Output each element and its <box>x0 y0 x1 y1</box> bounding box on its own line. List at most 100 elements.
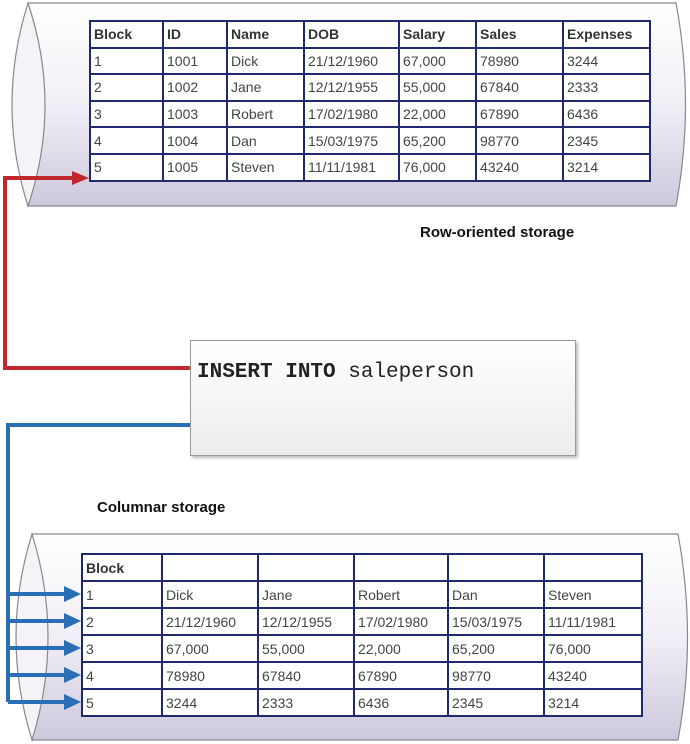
table-cell: 22,000 <box>353 634 449 663</box>
table-cell: 11/11/1981 <box>543 607 643 636</box>
table-cell: 3214 <box>562 152 651 182</box>
header-row: Block ID Name DOB Salary Sales Expenses <box>89 20 651 49</box>
table-cell: 3244 <box>562 46 651 76</box>
row-storage-table: Block ID Name DOB Salary Sales Expenses 1 1001 Di… <box>89 20 651 182</box>
header-row: Block <box>81 553 643 582</box>
table-cell: 4 <box>81 661 163 690</box>
table-cell: 65,200 <box>447 634 545 663</box>
header-cell <box>161 553 259 582</box>
table-cell: Steven <box>543 580 643 609</box>
header-cell: Salary <box>398 20 477 49</box>
table-cell: 55,000 <box>257 634 355 663</box>
table-cell: 3 <box>81 634 163 663</box>
table-cell: Dan <box>226 126 305 155</box>
table-cell: Dick <box>161 580 259 609</box>
header-cell <box>353 553 449 582</box>
table-cell: Jane <box>257 580 355 609</box>
table-cell: 3214 <box>543 688 643 717</box>
table-cell: 67,000 <box>398 46 477 76</box>
table-cell: 67890 <box>353 661 449 690</box>
table-cell: 1 <box>89 46 164 76</box>
table-cell: 67890 <box>475 99 564 129</box>
header-cell: Sales <box>475 20 564 49</box>
table-cell: 76,000 <box>398 152 477 182</box>
table-cell: 3 <box>89 99 164 129</box>
table-cell: 3244 <box>161 688 259 717</box>
table-cell: 98770 <box>447 661 545 690</box>
table-cell: 11/11/1981 <box>303 152 400 182</box>
sql-statement-box: INSERT INTO saleperson <box>190 340 576 456</box>
table-cell: 2 <box>89 73 164 102</box>
table-cell: 5 <box>81 688 163 717</box>
table-row: 5 3244 2333 6436 2345 3214 <box>81 688 643 717</box>
table-cell: 1002 <box>162 73 228 102</box>
table-row: 1 Dick Jane Robert Dan Steven <box>81 580 643 609</box>
table-cell: Jane <box>226 73 305 102</box>
table-cell: 1004 <box>162 126 228 155</box>
table-row: 2 1002 Jane 12/12/1955 55,000 67840 2333 <box>89 73 651 102</box>
table-cell: 67840 <box>475 73 564 102</box>
table-cell: 15/03/1975 <box>303 126 400 155</box>
table-cell: 15/03/1975 <box>447 607 545 636</box>
table-cell: 21/12/1960 <box>161 607 259 636</box>
table-cell: 6436 <box>562 99 651 129</box>
header-cell <box>447 553 545 582</box>
table-row: 4 78980 67840 67890 98770 43240 <box>81 661 643 690</box>
header-cell: Name <box>226 20 305 49</box>
column-storage-table: Block 1 Dick Jane Robert Dan Steven 2 21/12/1960… <box>81 553 643 717</box>
header-cell <box>257 553 355 582</box>
header-cell: DOB <box>303 20 400 49</box>
table-cell: 5 <box>89 152 164 182</box>
header-cell: ID <box>162 20 228 49</box>
header-cell <box>543 553 643 582</box>
table-cell: Robert <box>226 99 305 129</box>
header-cell: Block <box>81 553 163 582</box>
table-cell: 2 <box>81 607 163 636</box>
table-cell: 67,000 <box>161 634 259 663</box>
table-cell: 1001 <box>162 46 228 76</box>
table-cell: Robert <box>353 580 449 609</box>
table-cell: 2345 <box>562 126 651 155</box>
table-cell: 2345 <box>447 688 545 717</box>
table-cell: 2333 <box>562 73 651 102</box>
table-cell: 1 <box>81 580 163 609</box>
table-row: 1 1001 Dick 21/12/1960 67,000 78980 3244 <box>89 46 651 76</box>
sql-keyword: INSERT INTO <box>197 361 336 384</box>
header-cell: Block <box>89 20 164 49</box>
table-cell: 67840 <box>257 661 355 690</box>
table-cell: 17/02/1980 <box>353 607 449 636</box>
table-cell: 1005 <box>162 152 228 182</box>
table-cell: 43240 <box>543 661 643 690</box>
row-insert-arrow <box>3 171 190 370</box>
table-cell: 22,000 <box>398 99 477 129</box>
table-cell: 43240 <box>475 152 564 182</box>
table-cell: 78980 <box>161 661 259 690</box>
table-cell: 76,000 <box>543 634 643 663</box>
table-cell: 4 <box>89 126 164 155</box>
table-row: 5 1005 Steven 11/11/1981 76,000 43240 3214 <box>89 152 651 182</box>
column-storage-label: Columnar storage <box>97 499 226 516</box>
sql-table-name: saleperson <box>348 361 475 384</box>
table-cell: 6436 <box>353 688 449 717</box>
table-cell: Dan <box>447 580 545 609</box>
table-cell: 12/12/1955 <box>303 73 400 102</box>
table-cell: 2333 <box>257 688 355 717</box>
table-row: 4 1004 Dan 15/03/1975 65,200 98770 2345 <box>89 126 651 155</box>
table-row: 3 67,000 55,000 22,000 65,200 76,000 <box>81 634 643 663</box>
table-cell: 55,000 <box>398 73 477 102</box>
table-cell: 12/12/1955 <box>257 607 355 636</box>
table-cell: Steven <box>226 152 305 182</box>
header-cell: Expenses <box>562 20 651 49</box>
table-row: 3 1003 Robert 17/02/1980 22,000 67890 6436 <box>89 99 651 129</box>
table-cell: 21/12/1960 <box>303 46 400 76</box>
table-cell: 98770 <box>475 126 564 155</box>
table-cell: Dick <box>226 46 305 76</box>
sql-statement: INSERT INTO saleperson <box>197 361 474 384</box>
column-insert-arrows <box>6 423 190 710</box>
table-row: 2 21/12/1960 12/12/1955 17/02/1980 15/03/197… <box>81 607 643 636</box>
row-storage-label: Row-oriented storage <box>420 224 575 241</box>
table-cell: 78980 <box>475 46 564 76</box>
table-cell: 65,200 <box>398 126 477 155</box>
table-cell: 1003 <box>162 99 228 129</box>
table-cell: 17/02/1980 <box>303 99 400 129</box>
